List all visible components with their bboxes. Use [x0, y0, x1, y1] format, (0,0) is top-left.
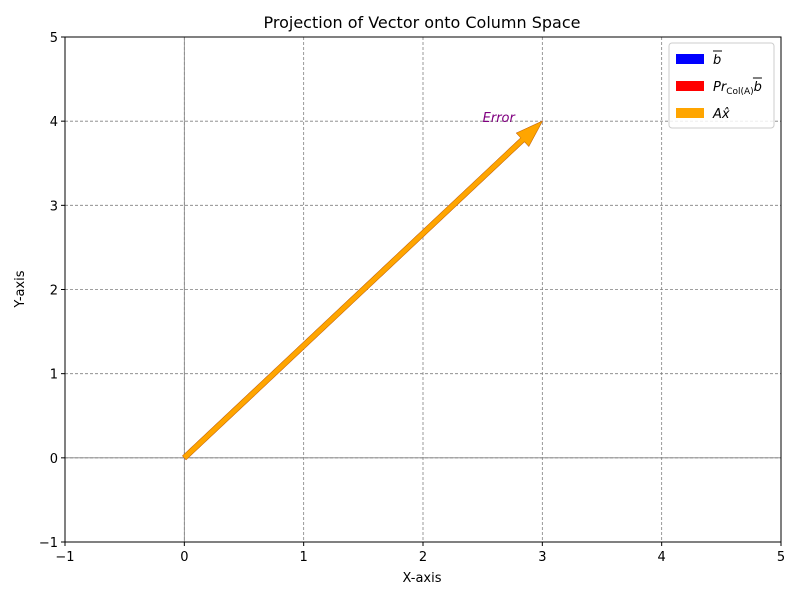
legend-swatch-0 [676, 54, 704, 64]
x-tick-label: −1 [55, 550, 74, 565]
y-tick-label: 2 [50, 284, 58, 299]
y-tick-label: 5 [50, 31, 58, 46]
y-tick-label: 1 [50, 368, 58, 383]
x-tick-label: 1 [300, 550, 308, 565]
x-tick-label: 4 [658, 550, 666, 565]
legend-label-1: PrCol(A)b [713, 80, 762, 97]
chart-title: Projection of Vector onto Column Space [264, 13, 581, 32]
x-tick-label: 3 [538, 550, 546, 565]
vector-arrow-2 [182, 120, 543, 461]
vectors [182, 120, 543, 461]
y-tick-label: 4 [50, 115, 58, 130]
legend-label-0: b [713, 53, 721, 68]
ticks: −1 0 1 2 3 4 5 −1 0 1 2 3 4 5 [39, 31, 785, 565]
legend-label-2: Ax̂ [712, 107, 730, 122]
annotations: Error [483, 111, 517, 126]
x-tick-label: 2 [419, 550, 427, 565]
x-tick-label: 5 [777, 550, 785, 565]
x-axis-label: X-axis [403, 571, 442, 586]
y-tick-label: 0 [50, 452, 58, 467]
y-axis-label: Y-axis [13, 270, 28, 308]
legend-swatch-2 [676, 108, 704, 118]
legend-box [668, 42, 775, 129]
y-tick-label: 3 [50, 199, 58, 214]
y-tick-label: −1 [39, 536, 58, 551]
annotation-label: Error [483, 111, 517, 126]
legend-swatch-1 [676, 81, 704, 91]
x-tick-label: 0 [180, 550, 188, 565]
legend: b PrCol(A)b Ax̂ [668, 42, 775, 129]
